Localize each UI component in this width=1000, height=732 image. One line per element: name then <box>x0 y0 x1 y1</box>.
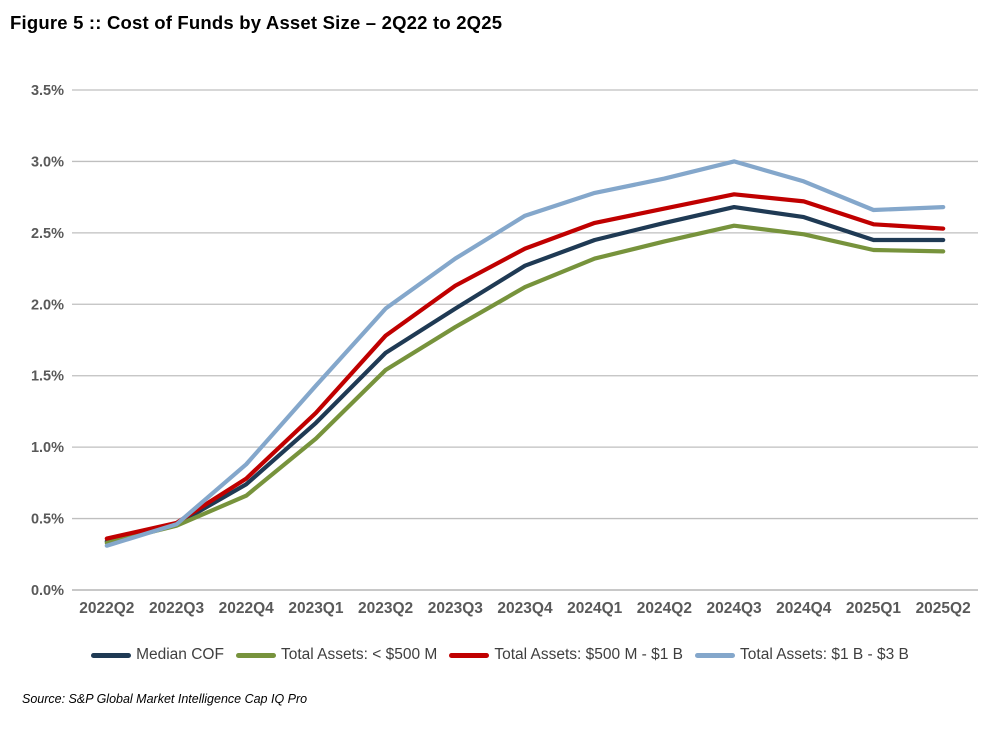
series-line-total-assets-1-b-3-b <box>104 159 946 548</box>
legend-swatch <box>91 652 132 658</box>
x-axis-tick-label: 2023Q1 <box>288 600 344 617</box>
x-axis-tick-label: 2024Q1 <box>567 600 623 617</box>
x-axis-tick-label: 2025Q2 <box>916 600 971 617</box>
y-axis-tick-label: 3.0% <box>31 154 64 170</box>
legend-item: Median COF <box>91 646 224 664</box>
figure-title: Figure 5 :: Cost of Funds by Asset Size … <box>10 12 503 33</box>
legend-label: Total Assets: $500 M - $1 B <box>494 646 684 663</box>
x-axis-tick-label: 2022Q3 <box>149 600 205 617</box>
legend-label: Total Assets: $1 B - $3 B <box>740 646 909 663</box>
y-axis-tick-label: 3.5% <box>31 83 64 99</box>
legend-label: Total Assets: < $500 M <box>280 646 438 663</box>
x-axis-tick-label: 2024Q3 <box>706 600 762 617</box>
legend-label: Median COF <box>136 646 224 663</box>
x-axis-tick-label: 2023Q4 <box>497 600 553 617</box>
y-axis-tick-label: 2.5% <box>31 226 64 242</box>
legend-item: Total Assets: < $500 M <box>235 646 438 664</box>
source-note: Source: S&P Global Market Intelligence C… <box>22 692 308 706</box>
y-axis-tick-label: 0.5% <box>31 512 64 528</box>
series-line-median-cof <box>104 205 946 544</box>
legend-swatch <box>235 652 276 658</box>
legend-item: Total Assets: $500 M - $1 B <box>449 646 683 664</box>
y-axis-tick-label: 2.0% <box>31 297 64 313</box>
x-axis-tick-label: 2024Q4 <box>776 600 832 617</box>
x-axis-tick-label: 2023Q2 <box>358 600 413 617</box>
chart-legend: Median COF Total Assets: < $500 M Total As… <box>0 642 1000 668</box>
x-axis-tick-label: 2023Q3 <box>428 600 484 617</box>
x-axis-tick-label: 2025Q1 <box>846 600 902 617</box>
x-axis-tick-label: 2022Q2 <box>79 600 134 617</box>
legend-swatch <box>695 652 736 658</box>
legend-item: Total Assets: $1 B - $3 B <box>695 646 909 664</box>
y-axis-tick-label: 0.0% <box>31 583 64 599</box>
x-axis-tick-label: 2024Q2 <box>637 600 692 617</box>
legend-swatch <box>449 652 490 658</box>
series-line-total-assets-500-m <box>104 223 946 546</box>
x-axis-tick-label: 2022Q4 <box>219 600 275 617</box>
y-axis-tick-label: 1.0% <box>31 440 64 456</box>
y-axis-tick-label: 1.5% <box>31 369 64 385</box>
series-line-total-assets-500-m-1-b <box>104 192 946 541</box>
